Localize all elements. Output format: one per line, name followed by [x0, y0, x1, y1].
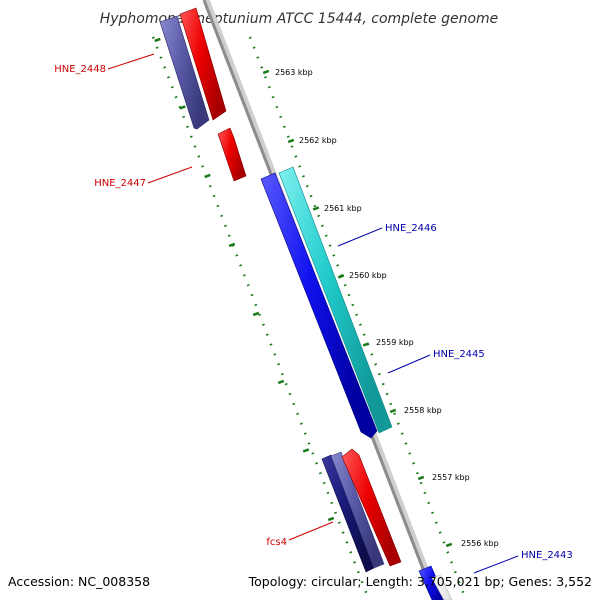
gene-hne-2447[interactable] — [217, 127, 247, 182]
gene-label-hne-2446[interactable]: HNE_2446 — [385, 223, 437, 234]
tick-labels: 2563 kbp 2562 kbp 2561 kbp 2560 kbp 2559… — [275, 68, 499, 548]
gene-hne-2448[interactable] — [179, 7, 227, 121]
gene-hne-2448-reverse[interactable] — [159, 15, 210, 130]
gene-label-hne-2445[interactable]: HNE_2445 — [433, 349, 485, 360]
gene-light-fragment — [431, 574, 453, 600]
gene-label-hne-2443[interactable]: HNE_2443 — [521, 550, 573, 561]
tick-label: 2562 kbp — [299, 136, 337, 145]
gene-hne-2446[interactable] — [278, 166, 393, 434]
label-leaders — [107, 53, 519, 574]
accession-text: Accession: NC_008358 — [8, 574, 150, 589]
map-title: Hyphomonas neptunium ATCC 15444, complet… — [100, 11, 499, 27]
gene-label-fcs4[interactable]: fcs4 — [266, 537, 287, 548]
gene-labels: HNE_2448 HNE_2447 HNE_2446 HNE_2445 fcs4… — [54, 64, 573, 561]
inner-major-ticks — [154, 37, 335, 522]
tick-label: 2559 kbp — [376, 338, 414, 347]
gene-slate-reverse[interactable] — [330, 451, 385, 569]
tick-label: 2557 kbp — [432, 473, 470, 482]
gene-label-hne-2448[interactable]: HNE_2448 — [54, 64, 106, 75]
tick-label: 2561 kbp — [324, 204, 362, 213]
gene-fcs4[interactable] — [341, 448, 402, 567]
tick-label: 2556 kbp — [461, 539, 499, 548]
outer-major-ticks — [262, 69, 453, 548]
tick-label: 2560 kbp — [349, 271, 387, 280]
tick-label: 2563 kbp — [275, 68, 313, 77]
gene-label-hne-2447[interactable]: HNE_2447 — [94, 178, 146, 189]
gene-hne-2446-reverse[interactable] — [260, 172, 378, 439]
topology-text: Topology: circular; Length: 3,705,021 bp… — [248, 574, 592, 589]
tick-label: 2558 kbp — [404, 406, 442, 415]
